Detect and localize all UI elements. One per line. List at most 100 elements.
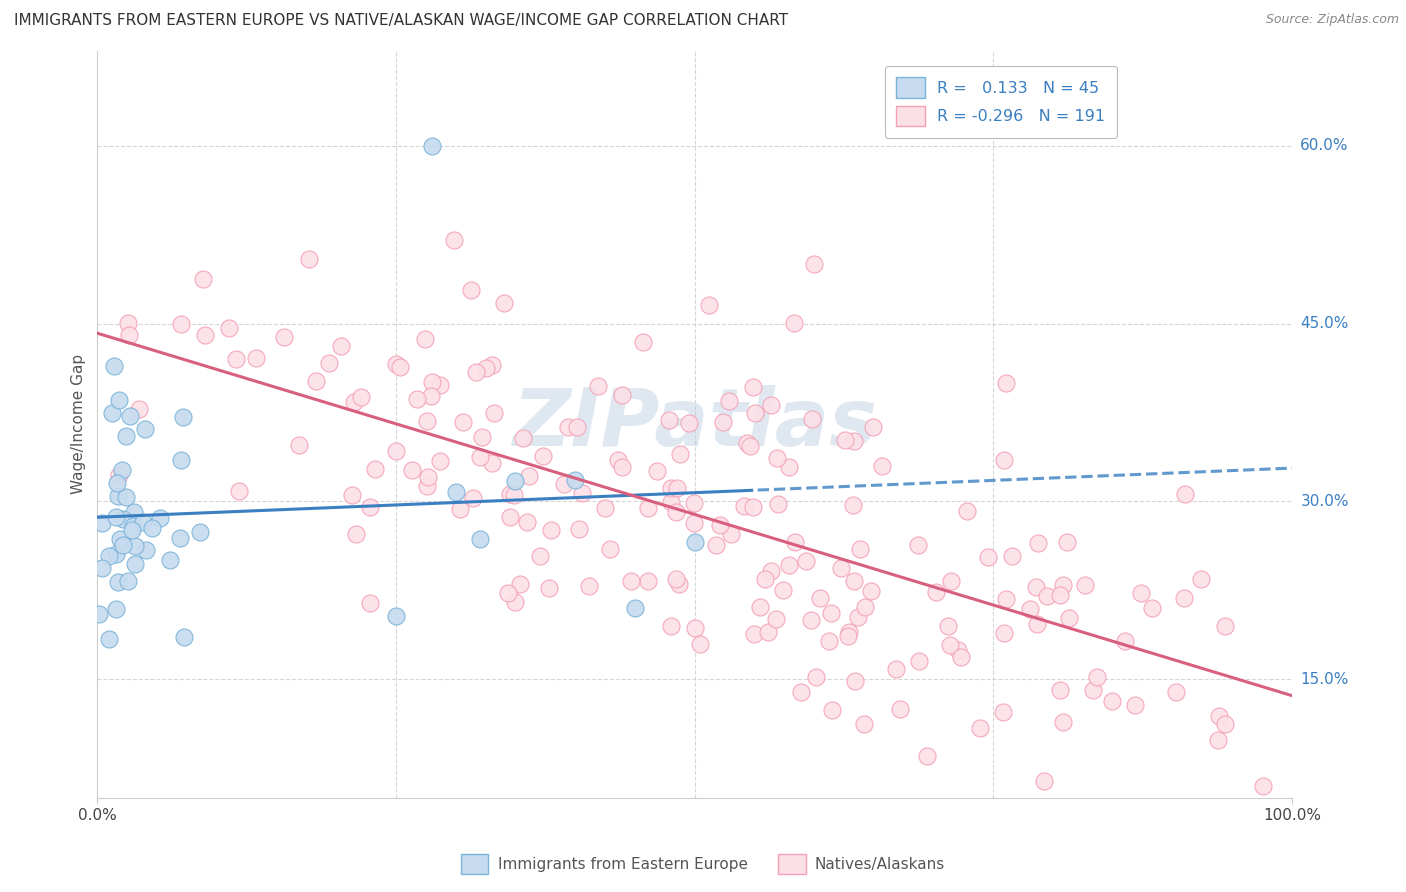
Point [91,560,114,574]
Point [842,434,865,448]
Point [668,577,690,591]
Point [420,376,443,390]
Point [659,619,682,633]
Point [1056,535,1078,549]
Point [637,501,659,516]
Point [1251,779,1274,793]
Point [98,549,121,564]
Point [468,450,491,464]
Point [946,643,969,657]
Point [1081,683,1104,698]
Point [808,591,831,606]
Point [108,467,131,482]
Point [496,586,519,600]
Point [853,717,876,731]
Point [744,406,766,420]
Point [631,335,654,350]
Point [444,484,467,499]
Point [104,547,127,561]
Text: IMMIGRANTS FROM EASTERN EUROPE VS NATIVE/ALASKAN WAGE/INCOME GAP CORRELATION CHA: IMMIGRANTS FROM EASTERN EUROPE VS NATIVE… [14,13,789,29]
Point [778,558,800,572]
Point [1049,683,1071,698]
Text: 60.0%: 60.0% [1301,138,1348,153]
Point [115,428,138,442]
Y-axis label: Wage/Income Gap: Wage/Income Gap [72,354,86,494]
Point [134,422,156,436]
Point [619,574,641,589]
Point [159,553,181,567]
Point [665,572,688,586]
Point [800,613,823,627]
Point [993,705,1015,719]
Point [783,316,806,330]
Point [111,512,134,526]
Point [481,456,503,470]
Point [994,592,1017,607]
Point [765,450,787,465]
Point [720,527,742,541]
Point [463,491,485,505]
Point [738,440,761,454]
Point [329,339,352,353]
Point [225,351,247,366]
Point [1174,487,1197,501]
Point [759,399,782,413]
Point [669,447,692,461]
Point [359,596,381,610]
Point [593,500,616,515]
Point [768,497,790,511]
Point [449,502,471,516]
Point [683,535,706,549]
Point [475,360,498,375]
Point [683,496,706,510]
Legend: R =   0.133   N = 45, R = -0.296   N = 191: R = 0.133 N = 45, R = -0.296 N = 191 [884,66,1116,137]
Point [659,495,682,509]
Point [578,579,600,593]
Point [350,390,373,404]
Point [1208,732,1230,747]
Point [862,420,884,434]
Legend: Immigrants from Eastern Europe, Natives/Alaskans: Immigrants from Eastern Europe, Natives/… [454,848,952,880]
Point [571,486,593,500]
Point [841,499,863,513]
Point [754,572,776,586]
Point [678,416,700,430]
Point [820,606,842,620]
Point [853,600,876,615]
Point [1033,773,1056,788]
Point [169,531,191,545]
Point [924,585,946,599]
Point [132,515,155,529]
Point [305,374,328,388]
Point [915,748,938,763]
Point [531,450,554,464]
Point [907,538,929,552]
Point [359,500,381,514]
Point [416,470,439,484]
Text: 45.0%: 45.0% [1301,316,1348,331]
Point [969,722,991,736]
Text: 30.0%: 30.0% [1301,494,1348,509]
Point [218,321,240,335]
Point [141,521,163,535]
Point [173,410,195,425]
Point [1019,602,1042,616]
Point [401,463,423,477]
Point [107,489,129,503]
Point [460,283,482,297]
Point [683,516,706,530]
Point [100,406,122,420]
Point [149,510,172,524]
Point [683,621,706,635]
Point [108,393,131,408]
Point [1074,578,1097,592]
Point [624,601,647,615]
Point [1052,714,1074,729]
Point [849,541,872,556]
Point [121,523,143,537]
Point [117,316,139,330]
Point [742,500,765,514]
Text: Source: ZipAtlas.com: Source: ZipAtlas.com [1265,13,1399,27]
Point [540,524,562,538]
Point [790,685,813,699]
